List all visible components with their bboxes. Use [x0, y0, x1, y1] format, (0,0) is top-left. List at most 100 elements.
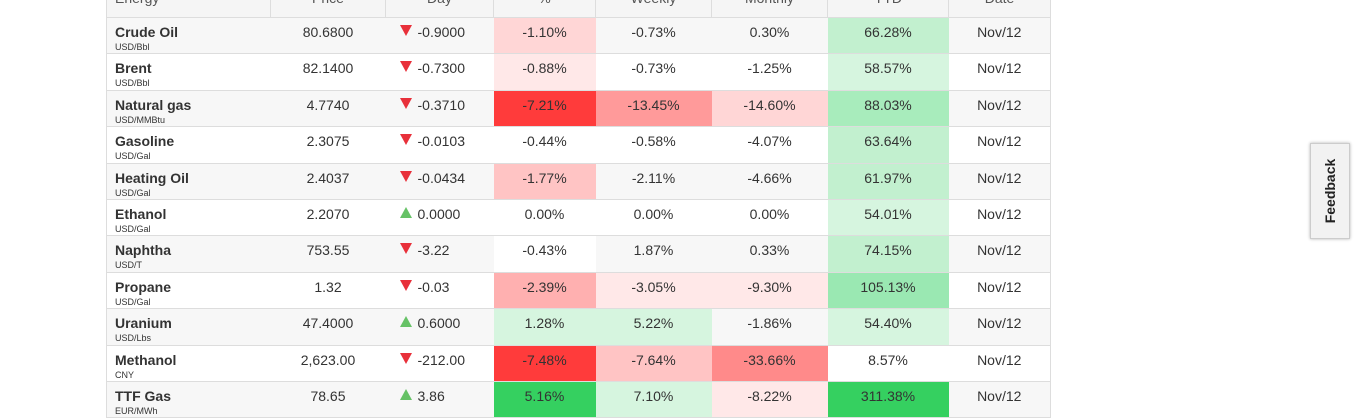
- weekly-cell: -0.73%: [595, 16, 712, 55]
- name-cell: Propane USD/Gal: [106, 271, 271, 310]
- column-header[interactable]: Weekly: [595, 0, 712, 18]
- change-arrow: [399, 206, 412, 218]
- change-arrow: [399, 388, 412, 400]
- price-cell: 753.55: [270, 235, 386, 273]
- monthly-cell: -33.66%: [711, 344, 828, 382]
- table-row[interactable]: Gasoline USD/Gal 2.3075 -0.0103 -0.44% -0.58%…: [106, 126, 1051, 164]
- weekly-cell: -2.11%: [595, 162, 712, 200]
- day-change: 0.6000: [417, 315, 461, 332]
- column-header[interactable]: Date: [948, 0, 1051, 18]
- date-cell: Nov/12: [948, 126, 1051, 164]
- weekly-cell: 0.00%: [595, 198, 712, 237]
- weekly-cell: 1.87%: [595, 235, 712, 273]
- name-cell: Natural gas USD/MMBtu: [106, 89, 271, 128]
- day-cell: -0.7300: [385, 53, 494, 91]
- column-header[interactable]: YTD: [827, 0, 949, 18]
- change-arrow: [399, 243, 412, 255]
- day-cell: -3.22: [385, 235, 494, 273]
- monthly-cell: 0.33%: [711, 235, 828, 273]
- ytd-cell: 105.13%: [827, 271, 949, 310]
- date-cell: Nov/12: [948, 53, 1051, 91]
- column-header[interactable]: Day: [385, 0, 494, 18]
- pct-cell: -0.44%: [493, 126, 596, 164]
- feedback-tab[interactable]: Feedback: [1310, 143, 1350, 239]
- monthly-cell: -9.30%: [711, 271, 828, 310]
- commodity-name[interactable]: Methanol: [115, 351, 177, 368]
- weekly-cell: -0.58%: [595, 126, 712, 164]
- pct-cell: 1.28%: [493, 308, 596, 346]
- table-row[interactable]: Propane USD/Gal 1.32 -0.03 -2.39% -3.05% -9.30…: [106, 271, 1051, 310]
- day-change: -0.7300: [417, 60, 465, 77]
- commodity-name[interactable]: Propane: [115, 278, 172, 295]
- weekly-cell: -7.64%: [595, 344, 712, 382]
- pct-cell: -0.43%: [493, 235, 596, 273]
- table-row[interactable]: Uranium USD/Lbs 47.4000 0.6000 1.28% 5.22% -1.…: [106, 308, 1051, 346]
- price-cell: 82.1400: [270, 53, 386, 91]
- price-cell: 80.6800: [270, 16, 386, 55]
- day-change: -0.03: [417, 278, 450, 295]
- feedback-label: Feedback: [1322, 158, 1338, 224]
- column-header[interactable]: %: [493, 0, 596, 18]
- table-row[interactable]: Naphtha USD/T 753.55 -3.22 -0.43% 1.87% 0.33% 7…: [106, 235, 1051, 273]
- commodity-name[interactable]: Ethanol: [115, 205, 167, 222]
- table-row[interactable]: Ethanol USD/Gal 2.2070 0.0000 0.00% 0.00% 0.00…: [106, 198, 1051, 237]
- name-cell: Heating Oil USD/Gal: [106, 162, 271, 200]
- change-arrow: [399, 25, 412, 36]
- commodity-name[interactable]: Gasoline: [115, 133, 175, 150]
- change-arrow: [399, 134, 412, 146]
- table-row[interactable]: Natural gas USD/MMBtu 4.7740 -0.3710 -7.21% -…: [106, 89, 1051, 128]
- table-row[interactable]: Heating Oil USD/Gal 2.4037 -0.0434 -1.77% -2.…: [106, 162, 1051, 200]
- page: EnergyPriceDay%WeeklyMonthlyYTDDate Crud…: [106, 0, 1350, 418]
- name-cell: Uranium USD/Lbs: [106, 308, 271, 346]
- table-row[interactable]: Brent USD/Bbl 82.1400 -0.7300 -0.88% -0.73% -1…: [106, 53, 1051, 91]
- change-arrow: [399, 170, 412, 182]
- day-change: -0.3710: [417, 96, 465, 113]
- day-change: -212.00: [417, 351, 465, 368]
- price-cell: 2.4037: [270, 162, 386, 200]
- monthly-cell: -4.07%: [711, 126, 828, 164]
- pct-cell: -2.39%: [493, 271, 596, 310]
- table-row[interactable]: Methanol CNY 2,623.00 -212.00 -7.48% -7.64% -3…: [106, 344, 1051, 382]
- day-cell: 0.0000: [385, 198, 494, 237]
- commodity-name[interactable]: Heating Oil: [115, 169, 189, 186]
- energy-table-wrap: EnergyPriceDay%WeeklyMonthlyYTDDate Crud…: [106, 0, 1051, 418]
- name-cell: Brent USD/Bbl: [106, 53, 271, 91]
- date-cell: Nov/12: [948, 308, 1051, 346]
- commodity-unit: CNY: [115, 369, 135, 380]
- price-cell: 1.32: [270, 271, 386, 310]
- column-header[interactable]: Energy: [106, 0, 271, 18]
- pct-cell: -7.48%: [493, 344, 596, 382]
- pct-cell: -7.21%: [493, 89, 596, 128]
- weekly-cell: -3.05%: [595, 271, 712, 310]
- commodity-unit: USD/Gal: [115, 187, 151, 198]
- date-cell: Nov/12: [948, 16, 1051, 55]
- name-cell: Methanol CNY: [106, 344, 271, 382]
- change-arrow: [399, 61, 412, 73]
- change-arrow: [399, 352, 412, 364]
- column-header[interactable]: Monthly: [711, 0, 828, 18]
- commodity-name[interactable]: Crude Oil: [115, 24, 179, 40]
- monthly-cell: 0.00%: [711, 198, 828, 237]
- commodity-name[interactable]: Natural gas: [115, 96, 192, 113]
- commodity-name[interactable]: Uranium: [115, 315, 172, 332]
- weekly-cell: 5.22%: [595, 308, 712, 346]
- ytd-cell: 8.57%: [827, 344, 949, 382]
- pct-cell: -1.10%: [493, 16, 596, 55]
- commodity-name[interactable]: TTF Gas: [115, 387, 172, 404]
- ytd-cell: 88.03%: [827, 89, 949, 128]
- ytd-cell: 74.15%: [827, 235, 949, 273]
- weekly-cell: -13.45%: [595, 89, 712, 128]
- commodity-name[interactable]: Naphtha: [115, 242, 171, 259]
- commodity-unit: USD/MMBtu: [115, 114, 166, 125]
- change-arrow: [399, 279, 412, 291]
- commodity-name[interactable]: Brent: [115, 60, 152, 77]
- table-row[interactable]: Crude Oil USD/Bbl 80.6800 -0.9000 -1.10% -0.7…: [106, 16, 1051, 55]
- day-change: 0.0000: [417, 205, 461, 222]
- ytd-cell: 61.97%: [827, 162, 949, 200]
- ytd-cell: 66.28%: [827, 16, 949, 55]
- date-cell: Nov/12: [948, 89, 1051, 128]
- column-header[interactable]: Price: [270, 0, 386, 18]
- monthly-cell: -1.25%: [711, 53, 828, 91]
- commodity-unit: EUR/MWh: [115, 405, 158, 416]
- header-row: EnergyPriceDay%WeeklyMonthlyYTDDate: [106, 0, 1051, 18]
